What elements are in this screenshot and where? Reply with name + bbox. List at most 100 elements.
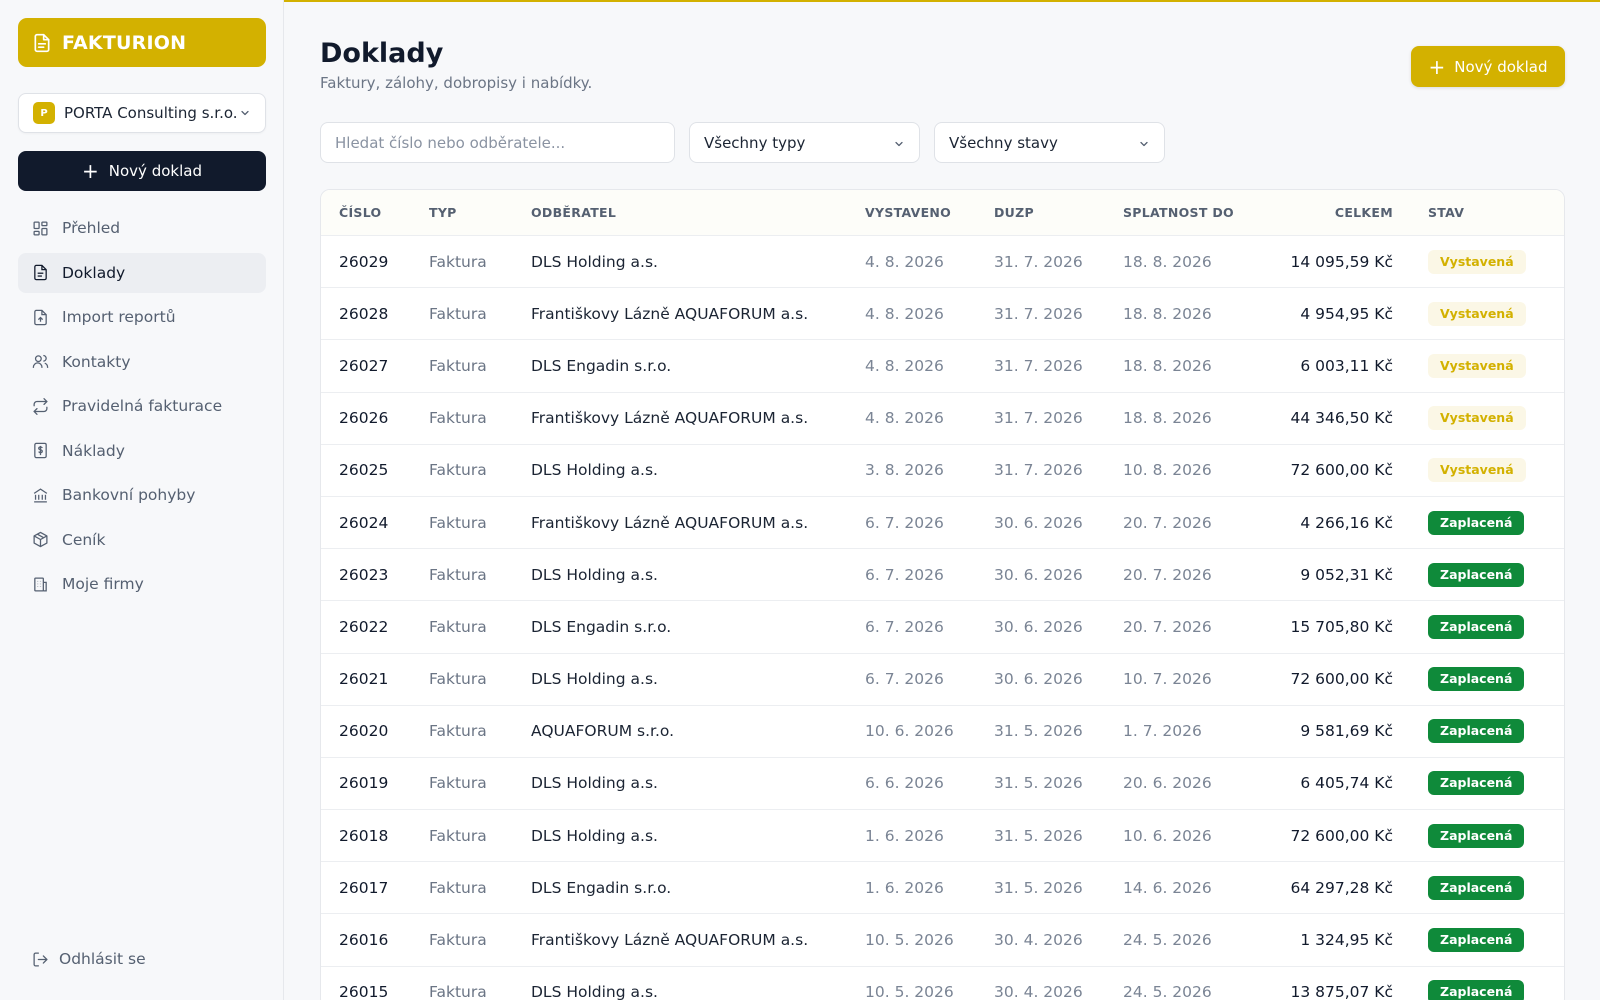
cell-customer: DLS Holding a.s. [531, 461, 658, 480]
table-row[interactable]: 26023 Faktura DLS Holding a.s. 6. 7. 2026 30… [321, 548, 1564, 600]
table-row[interactable]: 26020 Faktura AQUAFORUM s.r.o. 10. 6. 2026 3… [321, 704, 1564, 757]
column-header-number[interactable]: ČÍSLO [339, 205, 382, 220]
cell-type: Faktura [429, 565, 487, 584]
sidebar-item-label: Náklady [62, 441, 125, 460]
status-badge: Vystavená [1428, 406, 1526, 431]
type-filter-select[interactable]: Všechny typy [689, 122, 920, 163]
sidebar-item-label: Přehled [62, 219, 121, 237]
status-badge: Zaplacená [1428, 562, 1525, 587]
sidebar-item-prehled[interactable]: Přehled [18, 208, 266, 248]
sidebar-item-moje-firmy[interactable]: Moje firmy [18, 564, 266, 604]
table-row[interactable]: 26026 Faktura Františkovy Lázně AQUAFORUM … [321, 391, 1564, 444]
cell-number: 26019 [339, 774, 389, 793]
cell-duzp-date: 30. 6. 2026 [994, 617, 1083, 636]
top-accent-line [284, 0, 1600, 2]
table-row[interactable]: 26016 Faktura Františkovy Lázně AQUAFORUM … [321, 913, 1564, 965]
sidebar-new-document-button[interactable]: + Nový doklad [18, 151, 266, 191]
column-header-duzp[interactable]: DUZP [994, 205, 1034, 220]
cell-type: Faktura [429, 252, 487, 271]
cell-type: Faktura [429, 356, 487, 375]
company-switcher[interactable]: P PORTA Consulting s.r.o. [18, 93, 266, 133]
table-row[interactable]: 26027 Faktura DLS Engadin s.r.o. 4. 8. 2026… [321, 339, 1564, 391]
cell-total: 14 095,59 Kč [1290, 252, 1394, 271]
cell-due-date: 10. 7. 2026 [1123, 670, 1212, 689]
table-row[interactable]: 26018 Faktura DLS Holding a.s. 1. 6. 2026 31… [321, 809, 1564, 861]
cell-due-date: 24. 5. 2026 [1123, 983, 1212, 1000]
cell-customer: Františkovy Lázně AQUAFORUM a.s. [531, 304, 809, 323]
cell-total: 13 875,07 Kč [1290, 983, 1394, 1000]
building-icon [34, 576, 47, 592]
cell-status: Zaplacená [1393, 980, 1548, 1000]
cell-total: 44 346,50 Kč [1290, 409, 1394, 428]
cell-status: Vystavená [1393, 458, 1548, 483]
status-badge: Vystavená [1428, 458, 1526, 483]
sidebar-item-label: Kontakty [62, 352, 131, 371]
type-filter-value: Všechny typy [704, 133, 806, 152]
table-row[interactable]: 26022 Faktura DLS Engadin s.r.o. 6. 7. 2026… [321, 600, 1564, 652]
cell-customer: DLS Engadin s.r.o. [531, 878, 672, 897]
cell-duzp-date: 31. 5. 2026 [994, 826, 1083, 845]
cell-issued-date: 6. 7. 2026 [865, 513, 944, 532]
bank-icon [33, 487, 48, 503]
table-row[interactable]: 26021 Faktura DLS Holding a.s. 6. 7. 2026 30… [321, 652, 1564, 705]
cell-number: 26028 [339, 304, 389, 323]
sidebar-item-cenik[interactable]: Ceník [18, 520, 266, 560]
cell-duzp-date: 30. 4. 2026 [994, 983, 1083, 1000]
cell-customer: DLS Holding a.s. [531, 983, 658, 1000]
plus-icon: + [82, 159, 99, 183]
cell-duzp-date: 31. 5. 2026 [994, 878, 1083, 897]
column-header-total[interactable]: CELKEM [1334, 205, 1393, 220]
plus-icon: + [1428, 54, 1446, 79]
table-row[interactable]: 26015 Faktura DLS Holding a.s. 10. 5. 2026 3… [321, 965, 1564, 1000]
status-badge: Vystavená [1428, 249, 1526, 274]
dashboard-icon [33, 220, 48, 236]
table-row[interactable]: 26017 Faktura DLS Engadin s.r.o. 1. 6. 2026… [321, 861, 1564, 913]
cell-status: Zaplacená [1393, 510, 1548, 535]
new-document-label: Nový doklad [1454, 57, 1548, 76]
cell-status: Vystavená [1393, 406, 1548, 431]
state-filter-select[interactable]: Všechny stavy [934, 122, 1165, 163]
sidebar-item-naklady[interactable]: Náklady [18, 431, 266, 471]
cell-due-date: 20. 7. 2026 [1123, 513, 1212, 532]
sidebar-nav: Přehled Doklady Import reportů Kontakty … [18, 208, 266, 609]
cell-status: Zaplacená [1393, 928, 1548, 953]
cell-status: Zaplacená [1393, 667, 1548, 692]
cell-type: Faktura [429, 617, 487, 636]
cell-duzp-date: 30. 4. 2026 [994, 931, 1083, 950]
cell-due-date: 20. 6. 2026 [1123, 774, 1212, 793]
cell-total: 72 600,00 Kč [1290, 670, 1394, 689]
sidebar-item-import-reportu[interactable]: Import reportů [18, 297, 266, 337]
sidebar-item-label: Moje firmy [62, 575, 144, 593]
column-header-due[interactable]: SPLATNOST DO [1123, 205, 1234, 220]
table-row[interactable]: 26029 Faktura DLS Holding a.s. 4. 8. 2026 31… [321, 235, 1564, 287]
cell-total: 4 266,16 Kč [1300, 513, 1393, 532]
column-header-type[interactable]: TYP [429, 205, 457, 220]
column-header-customer[interactable]: ODBĚRATEL [531, 205, 617, 220]
sidebar-item-kontakty[interactable]: Kontakty [18, 342, 266, 382]
cell-customer: Františkovy Lázně AQUAFORUM a.s. [531, 931, 809, 950]
table-row[interactable]: 26019 Faktura DLS Holding a.s. 6. 6. 2026 31… [321, 756, 1564, 809]
column-header-issued[interactable]: VYSTAVENO [865, 205, 952, 220]
column-header-status[interactable]: STAV [1428, 205, 1465, 220]
table-row[interactable]: 26024 Faktura Františkovy Lázně AQUAFORUM … [321, 495, 1564, 548]
sidebar-item-bankovni-pohyby[interactable]: Bankovní pohyby [18, 475, 266, 515]
logout-button[interactable]: Odhlásit se [32, 950, 146, 968]
new-document-button[interactable]: + Nový doklad [1411, 46, 1565, 87]
search-input[interactable] [320, 122, 675, 163]
sidebar-item-label: Ceník [62, 530, 106, 549]
cell-duzp-date: 31. 7. 2026 [994, 461, 1083, 480]
cell-issued-date: 10. 6. 2026 [865, 722, 954, 741]
table-row[interactable]: 26028 Faktura Františkovy Lázně AQUAFORUM … [321, 287, 1564, 339]
table-row[interactable]: 26025 Faktura DLS Holding a.s. 3. 8. 2026 31… [321, 443, 1564, 496]
cell-customer: DLS Engadin s.r.o. [531, 617, 672, 636]
sidebar-item-doklady[interactable]: Doklady [18, 252, 266, 293]
sidebar-item-pravidelna-fakturace[interactable]: Pravidelná fakturace [18, 386, 266, 426]
brand-logo[interactable]: FAKTURION [18, 18, 266, 67]
cell-due-date: 18. 8. 2026 [1123, 252, 1212, 271]
cell-status: Vystavená [1393, 249, 1548, 274]
documents-table: ČÍSLO TYP ODBĚRATEL VYSTAVENO DUZP SPLAT… [320, 189, 1565, 1000]
cell-issued-date: 4. 8. 2026 [865, 356, 944, 375]
cell-duzp-date: 31. 7. 2026 [994, 356, 1083, 375]
main-content: Doklady Faktury, zálohy, dobropisy i nab… [284, 0, 1600, 1000]
status-badge: Vystavená [1428, 353, 1526, 378]
